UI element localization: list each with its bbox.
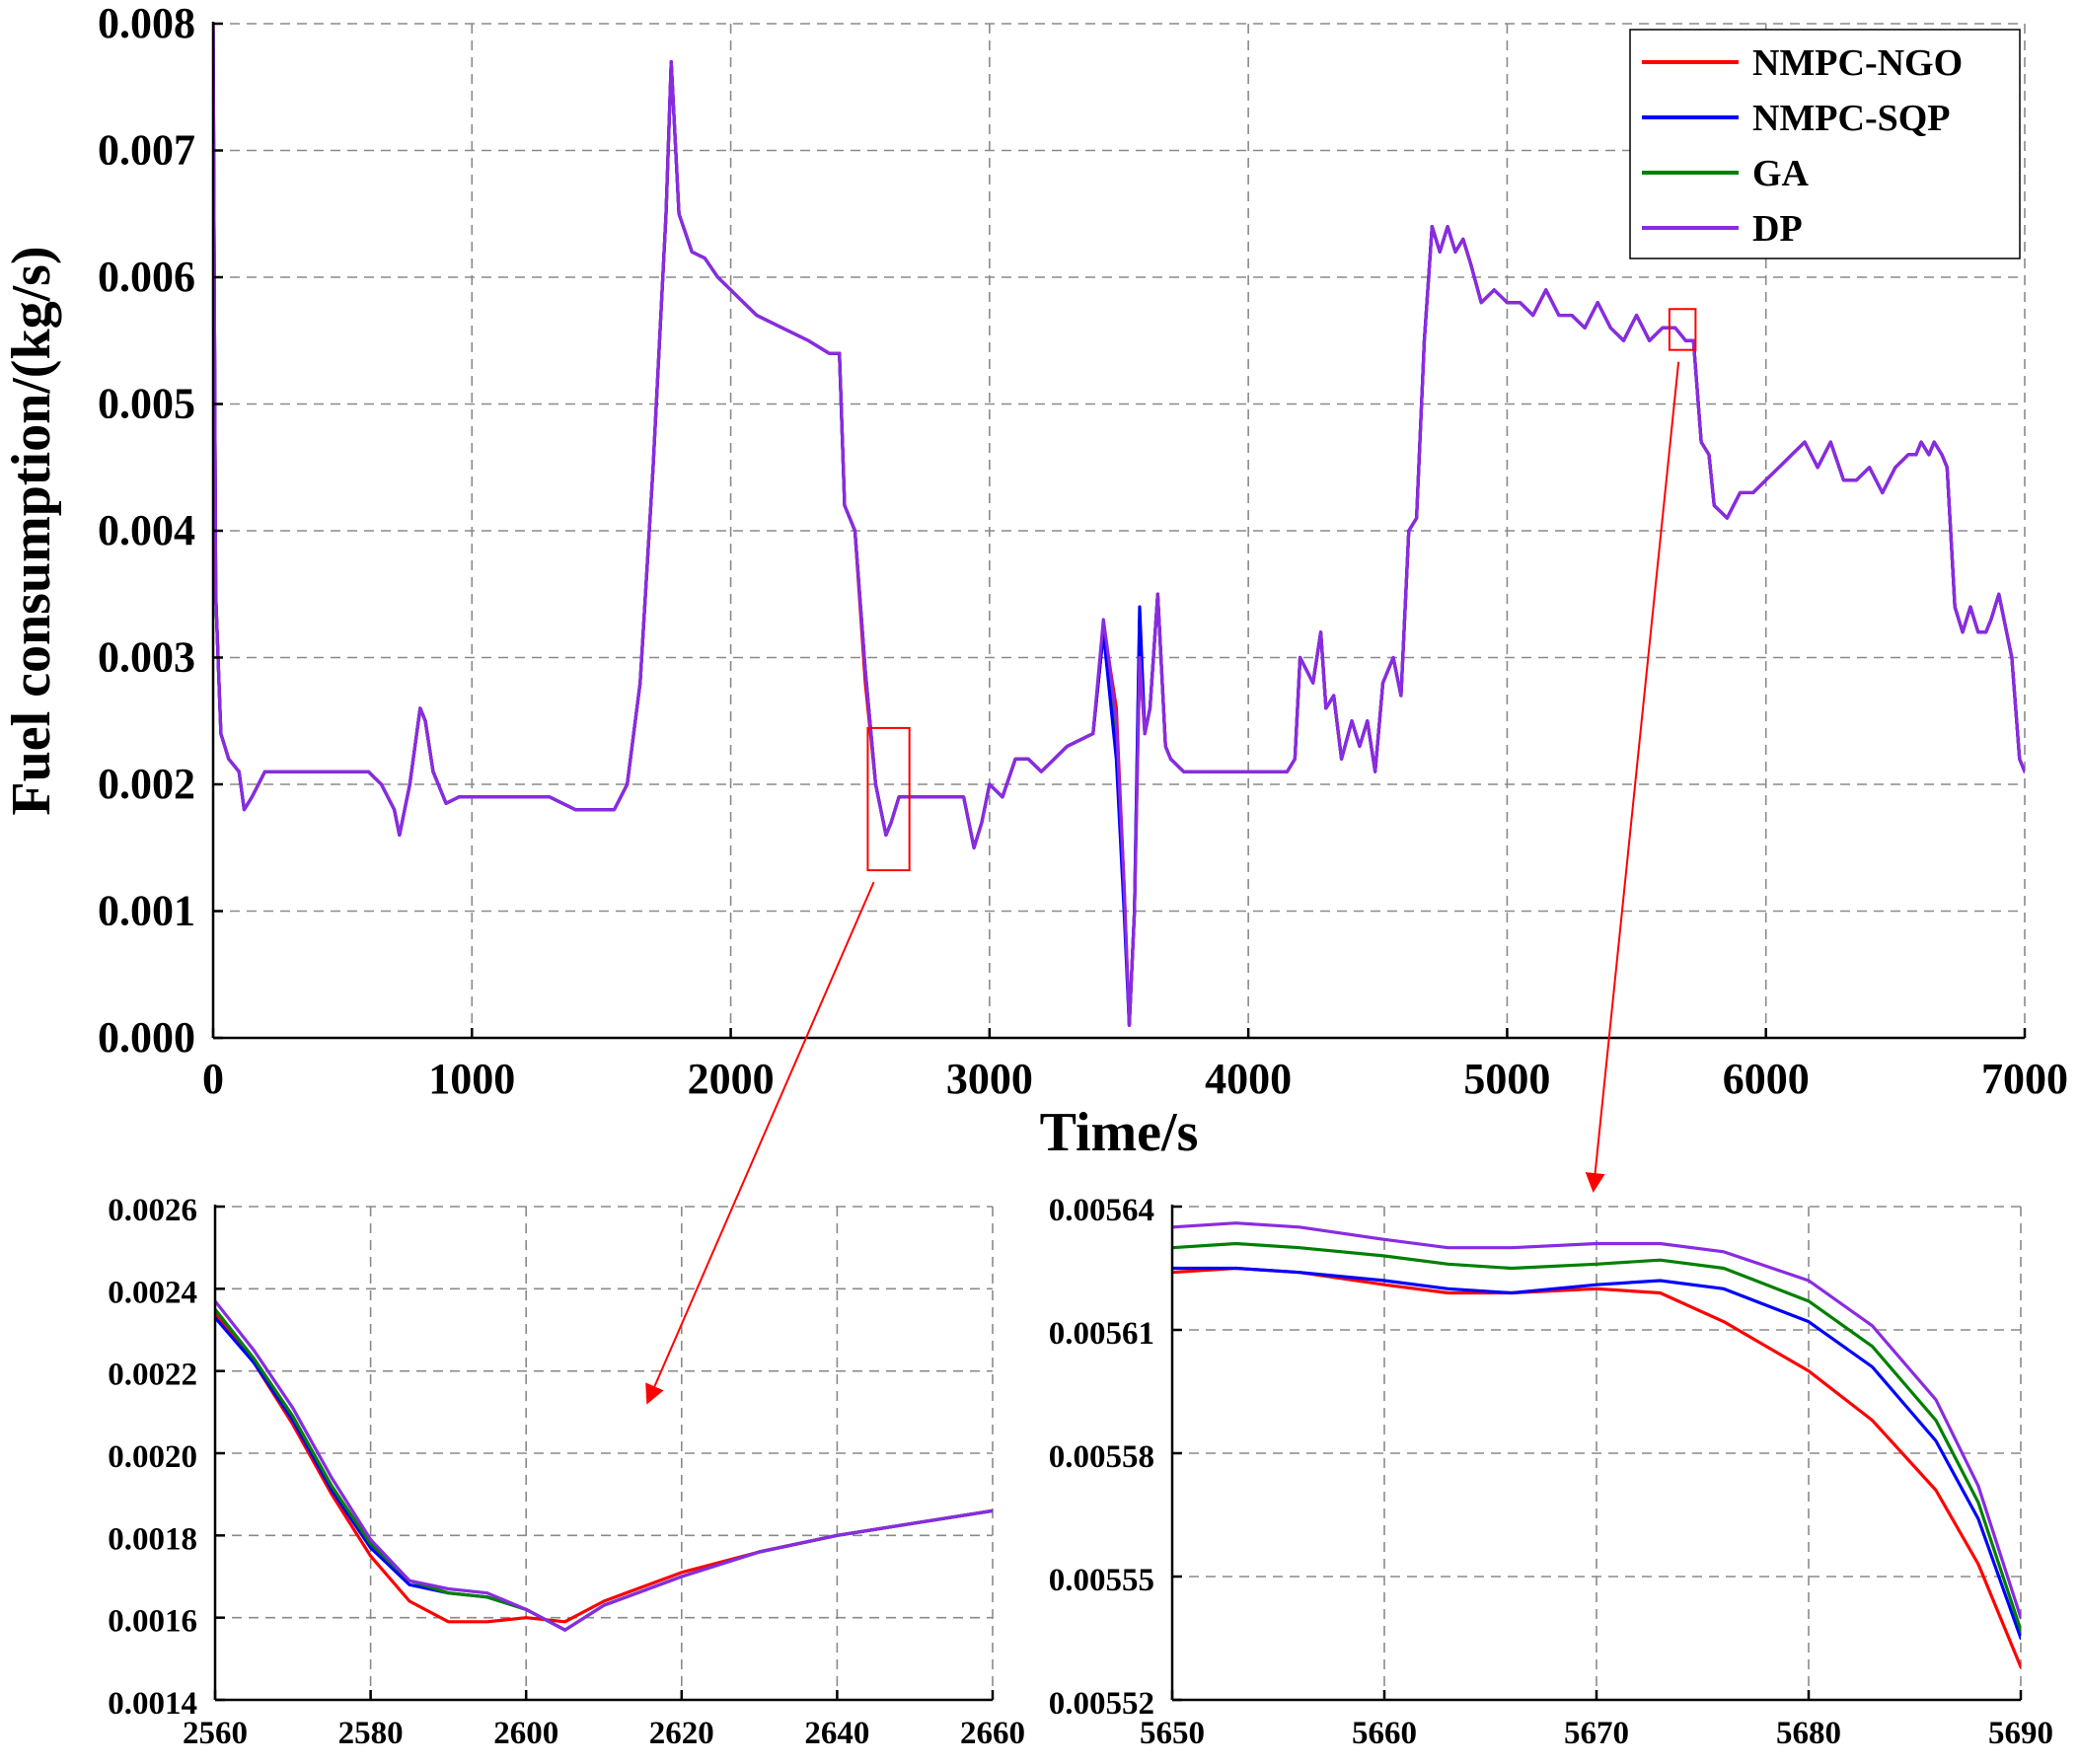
x-tick-label: 5650	[1140, 1716, 1205, 1751]
series-line-dp	[215, 1299, 993, 1632]
legend-box	[1629, 29, 2021, 259]
zoom-arrow-left	[645, 881, 875, 1405]
zoom-callouts	[645, 308, 1697, 1405]
x-tick-label: 2580	[338, 1716, 404, 1751]
y-tick-label: 0.008	[98, 0, 195, 47]
x-tick-label: 7000	[1981, 1055, 2068, 1103]
x-tick-label: 5660	[1352, 1716, 1417, 1751]
y-tick-label: 0.003	[98, 633, 195, 682]
y-tick-label: 0.00558	[1049, 1439, 1154, 1475]
series-group	[1172, 1221, 2021, 1669]
y-tick-label: 0.0018	[108, 1521, 197, 1557]
series-line-ga	[1172, 1241, 2021, 1632]
grid	[215, 1206, 994, 1700]
y-tick-label: 0.006	[98, 253, 195, 301]
x-tick-label: 5680	[1776, 1716, 1841, 1751]
series-line-dp	[213, 22, 2025, 1027]
x-tick-label: 2560	[183, 1716, 248, 1751]
series-line-nmpc-sqp	[1172, 1266, 2021, 1641]
y-tick-label: 0.002	[98, 760, 195, 808]
series-line-ga	[215, 1307, 993, 1632]
y-tick-label: 0.0020	[108, 1439, 197, 1475]
y-tick-label: 0.0026	[108, 1193, 197, 1228]
x-tick-label: 5670	[1564, 1716, 1629, 1751]
main-chart: 0 1000 2000 3000 4000 5000 6000 7000 0.000 0.001 0…	[1, 0, 2068, 1163]
y-tick-label: 0.00555	[1049, 1563, 1154, 1598]
y-tick-label: 0.000	[98, 1013, 195, 1062]
x-tick-label: 2640	[804, 1716, 869, 1751]
x-tick-label: 5000	[1463, 1055, 1550, 1103]
series-group	[213, 22, 2025, 1027]
y-tick-label: 0.004	[98, 506, 195, 554]
legend-label: DP	[1752, 208, 1803, 250]
x-tick-label: 3000	[946, 1055, 1033, 1103]
zoom-box-right	[1668, 308, 1697, 351]
series-line-nmpc-sqp	[215, 1315, 993, 1632]
x-tick-label: 6000	[1723, 1055, 1810, 1103]
x-tick-label: 2660	[960, 1716, 1025, 1751]
legend-label: GA	[1752, 153, 1810, 194]
grid	[1172, 1206, 2022, 1700]
y-tick-label: 0.0024	[108, 1275, 197, 1310]
y-tick-label: 0.001	[98, 887, 195, 935]
y-axis-title: Fuel consumption/(kg/s)	[1, 246, 62, 815]
x-axis-title: Time/s	[1040, 1102, 1199, 1163]
zoom-box-left	[866, 726, 911, 872]
x-tick-label: 0	[202, 1055, 224, 1103]
y-tick-label: 0.00561	[1049, 1316, 1154, 1352]
y-tick-label: 0.0016	[108, 1604, 197, 1640]
series-line-nmpc-ngo	[215, 1311, 993, 1624]
y-tick-label: 0.007	[98, 126, 195, 175]
y-tick-label: 0.00564	[1049, 1193, 1154, 1228]
legend-label: NMPC-NGO	[1752, 42, 1963, 84]
series-line-dp	[1172, 1221, 2021, 1620]
y-tick-label: 0.0022	[108, 1358, 197, 1393]
zoom-arrow-right	[1585, 361, 1680, 1193]
y-tick-label: 0.00552	[1049, 1686, 1154, 1722]
x-tick-label: 2620	[649, 1716, 714, 1751]
x-tick-label: 1000	[428, 1055, 515, 1103]
zoom-inset-right: 5650 5660 5670 5680 5690 0.00552 0.00555 0.0055…	[1049, 1193, 2053, 1751]
x-tick-label: 5690	[1988, 1716, 2053, 1751]
y-tick-label: 0.005	[98, 380, 195, 428]
x-tick-label: 2000	[688, 1055, 775, 1103]
y-tick-label: 0.0014	[108, 1686, 197, 1722]
x-tick-label: 2600	[493, 1716, 558, 1751]
series-group	[215, 1299, 993, 1632]
zoom-inset-left: 2560 2580 2600 2620 2640 2660 0.0014 0.0016 0.00…	[108, 1193, 1025, 1751]
legend: NMPC-NGO NMPC-SQP GA DP	[1629, 29, 2021, 259]
legend-label: NMPC-SQP	[1752, 98, 1951, 139]
x-tick-label: 4000	[1205, 1055, 1292, 1103]
